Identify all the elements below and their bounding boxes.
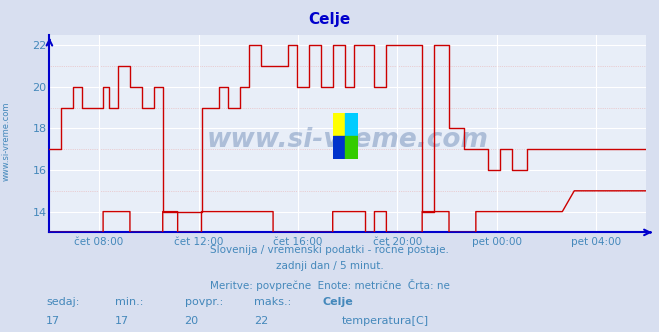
Text: Celje: Celje <box>323 297 354 307</box>
Text: zadnji dan / 5 minut.: zadnji dan / 5 minut. <box>275 261 384 271</box>
Text: 17: 17 <box>115 316 129 326</box>
Text: temperatura[C]: temperatura[C] <box>341 316 428 326</box>
Text: sedaj:: sedaj: <box>46 297 80 307</box>
Bar <box>333 136 345 159</box>
Text: www.si-vreme.com: www.si-vreme.com <box>207 126 488 153</box>
Bar <box>345 113 358 136</box>
Text: Meritve: povprečne  Enote: metrične  Črta: ne: Meritve: povprečne Enote: metrične Črta:… <box>210 279 449 290</box>
Text: www.si-vreme.com: www.si-vreme.com <box>2 101 11 181</box>
Text: povpr.:: povpr.: <box>185 297 223 307</box>
Text: min.:: min.: <box>115 297 144 307</box>
Text: 20: 20 <box>185 316 198 326</box>
Text: Slovenija / vremenski podatki - ročne postaje.: Slovenija / vremenski podatki - ročne po… <box>210 244 449 255</box>
Text: Celje: Celje <box>308 12 351 27</box>
Text: maks.:: maks.: <box>254 297 291 307</box>
Text: 22: 22 <box>254 316 268 326</box>
Bar <box>333 113 345 136</box>
Bar <box>345 136 358 159</box>
Text: 17: 17 <box>46 316 60 326</box>
